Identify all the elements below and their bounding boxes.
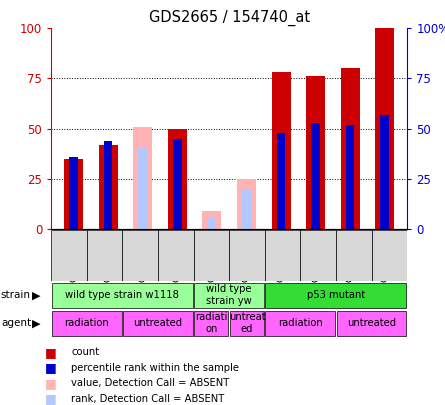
Text: strain: strain <box>0 290 30 300</box>
Text: ▶: ▶ <box>32 290 40 300</box>
Bar <box>300 230 336 281</box>
Bar <box>168 129 187 229</box>
Bar <box>265 230 300 281</box>
Bar <box>122 230 158 281</box>
Bar <box>306 77 325 229</box>
Bar <box>337 311 406 336</box>
Bar <box>194 311 228 336</box>
Title: GDS2665 / 154740_at: GDS2665 / 154740_at <box>149 9 310 26</box>
Bar <box>194 283 264 308</box>
Text: untreated: untreated <box>134 318 182 328</box>
Text: radiation: radiation <box>65 318 109 328</box>
Bar <box>375 28 394 229</box>
Bar <box>52 311 121 336</box>
Bar <box>87 230 122 281</box>
Text: untreated: untreated <box>347 318 396 328</box>
Bar <box>346 125 354 229</box>
Bar <box>380 115 389 229</box>
Text: wild type
strain yw: wild type strain yw <box>206 284 252 306</box>
Text: percentile rank within the sample: percentile rank within the sample <box>71 363 239 373</box>
Bar <box>266 283 406 308</box>
Text: rank, Detection Call = ABSENT: rank, Detection Call = ABSENT <box>71 394 224 403</box>
Text: ■: ■ <box>44 392 56 405</box>
Bar <box>64 159 83 229</box>
Bar <box>277 132 285 229</box>
Bar <box>340 68 360 229</box>
Bar <box>52 283 193 308</box>
Text: untreat
ed: untreat ed <box>229 312 265 334</box>
Bar <box>230 311 264 336</box>
Text: ■: ■ <box>44 361 56 374</box>
Bar <box>271 72 291 229</box>
Text: wild type strain w1118: wild type strain w1118 <box>65 290 179 300</box>
Bar <box>133 127 152 229</box>
Bar <box>104 141 113 229</box>
Text: ▶: ▶ <box>32 318 40 328</box>
Bar <box>99 145 118 229</box>
Bar <box>229 230 265 281</box>
Bar <box>237 179 256 229</box>
Bar <box>138 147 147 229</box>
Text: radiation: radiation <box>278 318 323 328</box>
Bar <box>173 139 182 229</box>
Bar <box>158 230 194 281</box>
Bar <box>336 230 372 281</box>
Bar <box>51 230 87 281</box>
Bar <box>202 211 222 229</box>
Bar <box>208 217 216 229</box>
Text: count: count <box>71 347 99 357</box>
Text: ■: ■ <box>44 377 56 390</box>
Bar <box>242 189 251 229</box>
Text: ■: ■ <box>44 346 56 359</box>
Bar <box>69 157 78 229</box>
Text: p53 mutant: p53 mutant <box>307 290 365 300</box>
Bar <box>194 230 229 281</box>
Text: agent: agent <box>2 318 32 328</box>
Bar <box>266 311 335 336</box>
Text: radiati
on: radiati on <box>195 312 227 334</box>
Bar <box>372 230 407 281</box>
Bar <box>312 123 320 229</box>
Bar <box>123 311 193 336</box>
Text: value, Detection Call = ABSENT: value, Detection Call = ABSENT <box>71 378 230 388</box>
